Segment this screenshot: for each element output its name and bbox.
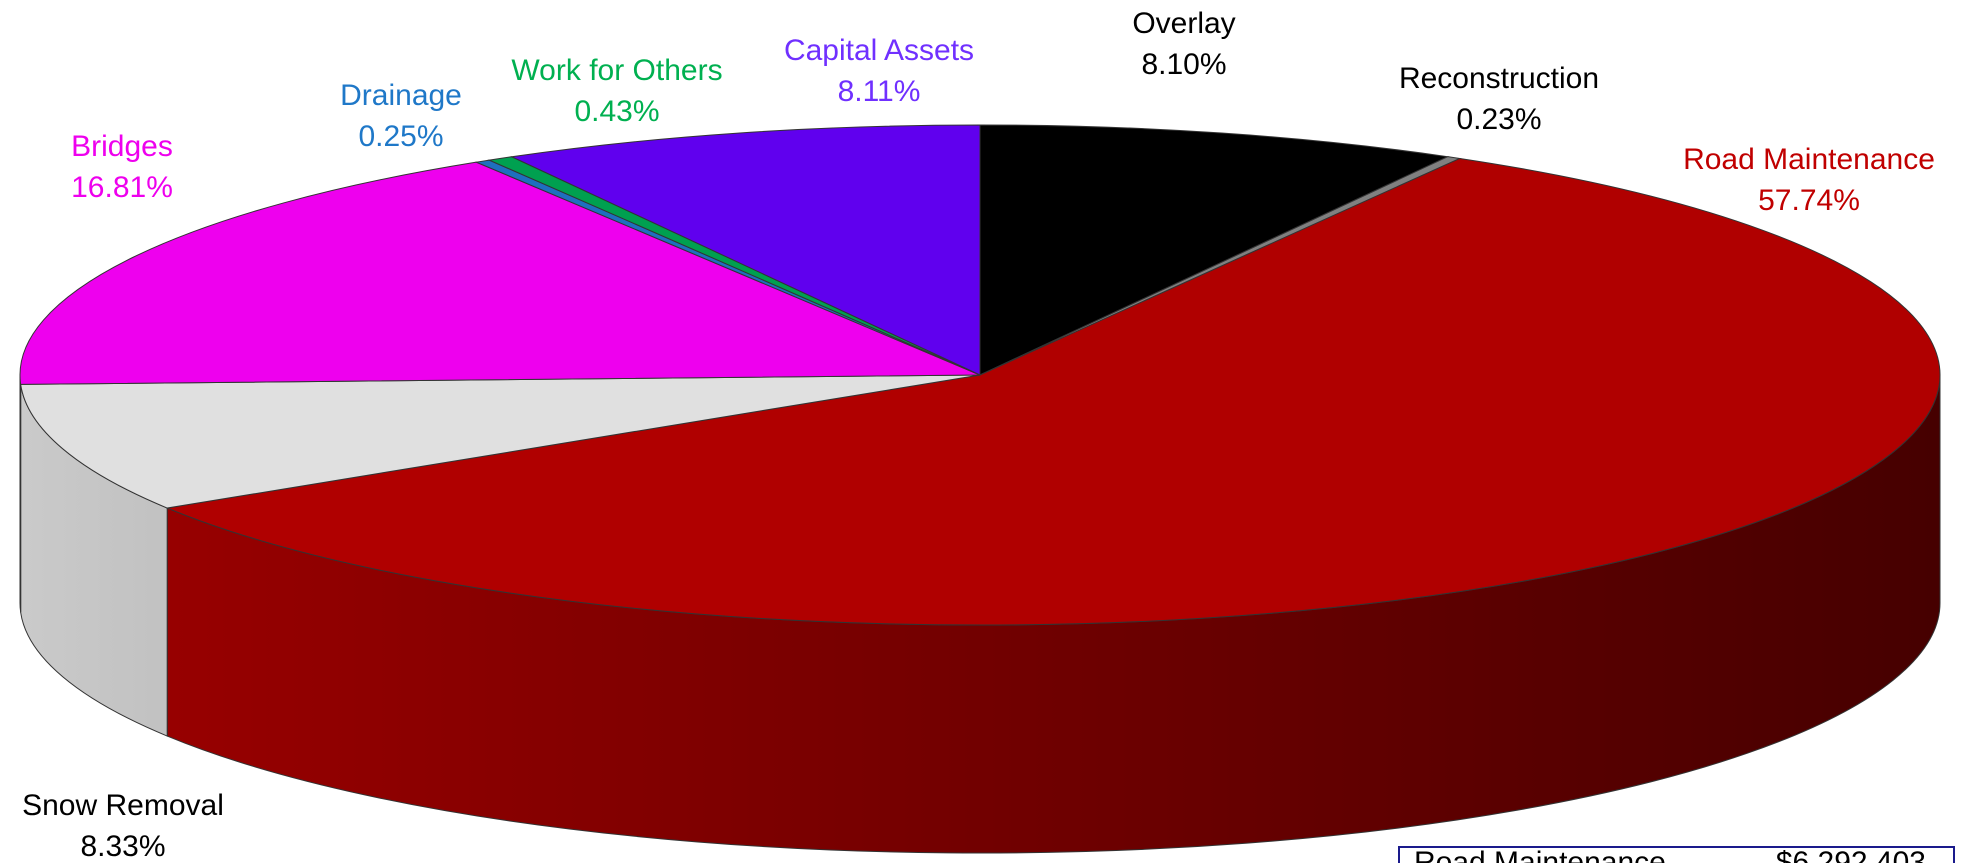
- slice-value-label: 0.43%: [574, 95, 659, 128]
- table-cell: Road Maintenance: [1414, 846, 1666, 863]
- slice-value-label: 0.23%: [1456, 103, 1541, 136]
- slice-label: Bridges: [71, 130, 173, 163]
- slice-label: Road Maintenance: [1683, 143, 1935, 176]
- top-faces: [19, 124, 1941, 626]
- slice-label: Work for Others: [511, 54, 722, 87]
- table-row-box: [1398, 846, 1955, 863]
- slice-value-label: 8.11%: [838, 75, 921, 108]
- slice-label: Overlay: [1132, 7, 1235, 40]
- pie-slice: [165, 157, 1941, 626]
- slice-label: Snow Removal: [22, 789, 224, 822]
- slice-value-label: 0.25%: [358, 120, 443, 153]
- slice-value-label: 16.81%: [71, 171, 173, 204]
- slice-value-label: 8.10%: [1141, 48, 1226, 81]
- pie-slice: [509, 124, 981, 376]
- pie-slice: [20, 374, 981, 509]
- pie-slice: [19, 161, 981, 385]
- summary-table: Road Maintenance $6,292,403: [1398, 846, 1955, 863]
- table-cell: $6,292,403: [1776, 846, 1926, 863]
- slice-value-label: 8.33%: [80, 830, 165, 863]
- slice-label: Capital Assets: [784, 34, 974, 67]
- slice-value-label: 57.74%: [1758, 184, 1860, 217]
- slice-label: Reconstruction: [1399, 62, 1599, 95]
- slice-label: Drainage: [340, 79, 462, 112]
- pie-slice: [979, 124, 1450, 376]
- pie-side: [19, 374, 22, 613]
